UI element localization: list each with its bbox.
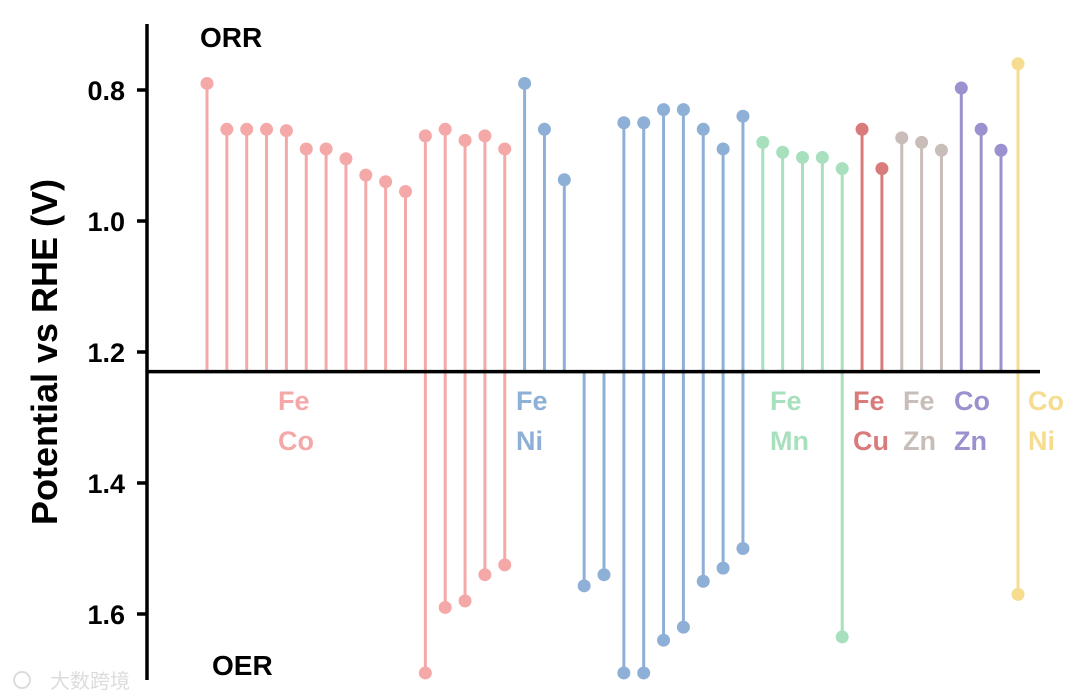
data-point bbox=[875, 162, 889, 176]
data-point bbox=[359, 168, 373, 182]
data-point bbox=[299, 142, 313, 156]
orr-label: ORR bbox=[200, 22, 262, 53]
data-point bbox=[895, 131, 909, 145]
data-point bbox=[458, 594, 472, 608]
data-point bbox=[835, 630, 849, 644]
group-label: Zn bbox=[954, 426, 987, 456]
data-point bbox=[934, 143, 948, 157]
watermark: 大数跨境 bbox=[13, 669, 130, 693]
data-point bbox=[478, 129, 492, 143]
data-point bbox=[974, 122, 988, 136]
plot-area bbox=[200, 57, 1025, 680]
group-label: Co bbox=[278, 426, 314, 456]
y-tick-label: 1.0 bbox=[87, 207, 125, 237]
y-tick-label: 1.4 bbox=[87, 469, 125, 499]
data-point bbox=[399, 185, 412, 199]
group-labels: Fe Co Fe Ni Fe Mn Fe Cu Fe Zn Co Zn Co Ni bbox=[278, 386, 1064, 456]
y-tick-label: 0.8 bbox=[87, 76, 125, 106]
data-point bbox=[637, 116, 651, 130]
y-axis: 0.8 1.0 1.2 1.4 1.6 bbox=[87, 24, 1040, 680]
data-point bbox=[478, 568, 492, 582]
data-point bbox=[657, 633, 671, 647]
data-point bbox=[855, 122, 869, 136]
data-point bbox=[597, 568, 611, 582]
data-point bbox=[815, 150, 829, 164]
group-label: Fe bbox=[516, 386, 548, 416]
data-point bbox=[676, 620, 690, 634]
data-point bbox=[577, 579, 591, 593]
data-point bbox=[716, 142, 730, 156]
data-point bbox=[696, 574, 710, 588]
data-point bbox=[279, 124, 293, 138]
data-point bbox=[458, 133, 472, 147]
data-point bbox=[418, 129, 432, 143]
data-point bbox=[994, 143, 1008, 157]
data-point bbox=[498, 558, 512, 572]
data-point bbox=[676, 103, 690, 117]
data-point bbox=[835, 162, 849, 176]
group-label: Zn bbox=[903, 426, 936, 456]
group-label: Cu bbox=[853, 426, 889, 456]
data-point bbox=[696, 122, 710, 136]
data-point bbox=[637, 666, 651, 680]
group-label: Mn bbox=[770, 426, 809, 456]
data-point bbox=[617, 116, 631, 130]
data-point bbox=[438, 600, 452, 614]
group-label: Fe bbox=[770, 386, 802, 416]
data-point bbox=[796, 150, 809, 164]
group-label: Fe bbox=[903, 386, 935, 416]
y-tick-label: 1.6 bbox=[87, 600, 125, 630]
group-label: Ni bbox=[516, 426, 543, 456]
data-point bbox=[220, 122, 234, 136]
group-label: Co bbox=[954, 386, 990, 416]
data-point bbox=[1011, 57, 1025, 71]
data-point bbox=[537, 122, 551, 136]
data-point bbox=[776, 145, 790, 159]
watermark-text: 大数跨境 bbox=[50, 669, 130, 693]
data-point bbox=[915, 135, 929, 149]
data-point bbox=[319, 142, 333, 156]
data-point bbox=[339, 152, 353, 166]
data-point bbox=[240, 122, 254, 136]
group-label: Ni bbox=[1028, 426, 1055, 456]
data-point bbox=[260, 122, 274, 136]
y-tick-label: 1.2 bbox=[87, 338, 125, 368]
data-point bbox=[557, 173, 571, 187]
data-point bbox=[736, 542, 750, 555]
oer-label: OER bbox=[212, 650, 273, 681]
data-point bbox=[657, 103, 671, 117]
data-point bbox=[438, 122, 452, 136]
group-label: Co bbox=[1028, 386, 1064, 416]
data-point bbox=[518, 76, 532, 90]
y-axis-label: Potential vs RHE (V) bbox=[24, 179, 65, 525]
data-point bbox=[736, 109, 750, 123]
data-point bbox=[617, 666, 631, 680]
data-point bbox=[954, 81, 968, 95]
data-point bbox=[756, 135, 770, 149]
watermark-logo-icon bbox=[13, 671, 31, 689]
group-label: Fe bbox=[278, 386, 310, 416]
data-point bbox=[418, 666, 432, 680]
data-point bbox=[200, 76, 214, 90]
data-point bbox=[716, 561, 730, 575]
data-point bbox=[498, 142, 512, 156]
group-label: Fe bbox=[853, 386, 885, 416]
data-point bbox=[379, 175, 393, 189]
data-point bbox=[1011, 587, 1025, 601]
